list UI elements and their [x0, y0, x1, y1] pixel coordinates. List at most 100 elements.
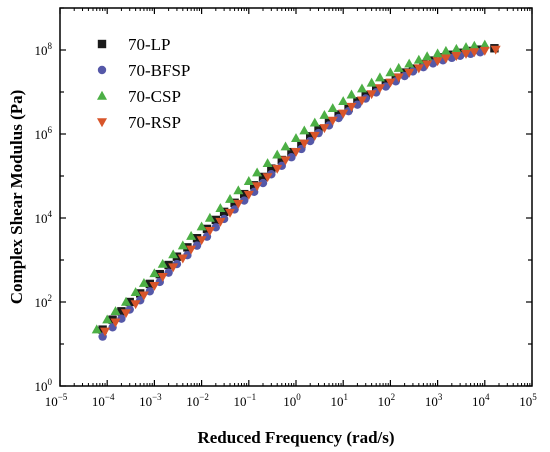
data-point — [117, 307, 126, 316]
x-tick-label: 104 — [472, 392, 490, 409]
data-point — [233, 199, 244, 209]
y-tick-label: 104 — [35, 209, 53, 226]
data-point — [287, 147, 296, 157]
legend-marker — [97, 90, 107, 100]
data-point — [346, 89, 357, 99]
data-point — [319, 110, 330, 119]
data-point — [432, 57, 443, 67]
data-point — [393, 73, 404, 83]
data-point — [243, 190, 254, 200]
data-point — [422, 60, 433, 70]
data-points — [91, 39, 501, 341]
data-point — [186, 245, 197, 255]
data-point — [110, 306, 121, 316]
data-point — [267, 164, 276, 173]
data-point — [461, 49, 472, 59]
data-point — [440, 54, 451, 64]
x-tick-label: 10−4 — [92, 392, 115, 409]
data-point — [440, 45, 451, 55]
data-point — [346, 102, 357, 112]
legend-marker — [97, 39, 107, 49]
x-axis-title: Reduced Frequency (rad/s) — [197, 428, 394, 447]
data-point — [240, 189, 249, 199]
data-point — [262, 158, 273, 168]
data-point — [120, 309, 131, 319]
x-tick-label: 103 — [425, 392, 443, 409]
data-point — [413, 64, 424, 74]
data-point — [157, 258, 168, 268]
data-point — [138, 278, 149, 287]
data-point — [280, 156, 291, 166]
data-point — [306, 132, 315, 141]
data-point — [299, 139, 310, 149]
series-70-rsp — [100, 45, 501, 337]
data-point — [385, 78, 396, 88]
data-point — [469, 40, 480, 50]
legend-marker — [97, 118, 107, 128]
data-point — [145, 279, 155, 289]
legend-marker — [97, 65, 107, 75]
data-point — [306, 136, 315, 146]
data-point — [338, 109, 349, 119]
data-point — [404, 68, 415, 78]
data-point — [413, 54, 424, 64]
data-point — [186, 230, 197, 240]
data-point — [385, 67, 396, 77]
data-point — [225, 194, 236, 203]
data-point — [157, 273, 168, 282]
data-point — [490, 45, 501, 55]
y-axis-title: Complex Shear Modulus (Pa) — [7, 90, 26, 305]
data-point — [168, 249, 179, 259]
data-point — [461, 42, 472, 51]
legend: 70-LP 70-BFSP 70-CSP 70-RSP — [97, 35, 190, 132]
x-tick-label: 10−1 — [234, 392, 257, 409]
data-point — [366, 77, 377, 87]
data-point — [353, 100, 362, 109]
x-tick-label: 10−2 — [186, 392, 209, 409]
data-point — [117, 314, 126, 323]
data-point — [110, 318, 121, 328]
y-tick-label: 102 — [35, 293, 53, 310]
x-tick-label: 100 — [283, 392, 301, 409]
legend-label: 70-CSP — [128, 87, 181, 106]
data-point — [252, 182, 263, 192]
x-tick-label: 102 — [378, 392, 396, 409]
y-tick-label: 108 — [35, 41, 53, 58]
data-point — [149, 268, 160, 278]
data-point — [374, 72, 385, 82]
data-point — [432, 48, 443, 58]
y-tick-label: 106 — [35, 125, 53, 142]
data-point — [422, 51, 433, 61]
data-point — [215, 217, 226, 227]
data-point — [177, 254, 188, 264]
data-point — [309, 117, 320, 127]
data-point — [149, 281, 160, 291]
axis-ticks: 10−5 10−4 10−3 10−2 10−1 100 101 102 103 104 105 10… — [35, 7, 537, 409]
data-point — [356, 96, 367, 106]
data-point — [277, 155, 286, 165]
data-point — [177, 240, 188, 250]
data-point — [291, 133, 301, 142]
data-point — [215, 203, 226, 213]
data-point — [272, 164, 283, 174]
y-tick-label: 100 — [35, 377, 53, 394]
data-point — [243, 176, 254, 185]
data-point — [338, 96, 349, 106]
data-point — [91, 324, 102, 334]
data-point — [319, 124, 330, 134]
data-point — [451, 43, 462, 53]
data-point — [374, 84, 385, 94]
data-point — [204, 226, 215, 236]
data-point — [258, 178, 268, 188]
data-point — [125, 297, 134, 307]
data-point — [393, 62, 404, 72]
data-point — [366, 90, 377, 100]
legend-label: 70-RSP — [128, 113, 181, 132]
data-point — [211, 223, 221, 232]
data-point — [100, 327, 111, 337]
legend-label: 70-LP — [128, 35, 171, 54]
data-point — [240, 196, 249, 205]
data-point — [211, 215, 221, 225]
x-tick-label: 101 — [330, 392, 348, 409]
x-tick-label: 10−5 — [45, 392, 68, 409]
